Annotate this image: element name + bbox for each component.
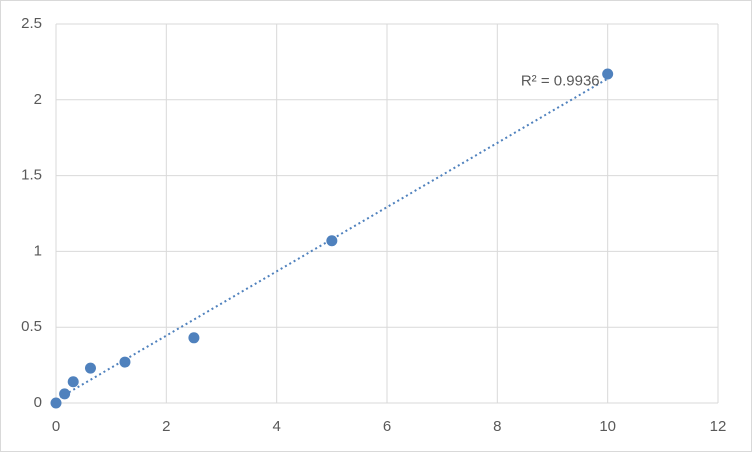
- data-point: [59, 388, 71, 400]
- trendline: [55, 77, 609, 401]
- x-tick-label: 2: [162, 418, 170, 435]
- data-point: [67, 376, 79, 388]
- y-tick-label: 1.5: [21, 167, 42, 184]
- y-tick-label: 2: [34, 91, 42, 108]
- x-tick-label: 10: [599, 418, 616, 435]
- y-tick-label: 2.5: [21, 15, 42, 32]
- data-point: [326, 235, 338, 247]
- y-tick-label: 1: [34, 242, 42, 259]
- x-tick-label: 6: [383, 418, 391, 435]
- y-tick-label: 0: [34, 394, 42, 411]
- data-point: [188, 332, 200, 344]
- y-tick-label: 0.5: [21, 318, 42, 335]
- x-tick-label: 12: [710, 418, 727, 435]
- data-point: [119, 356, 131, 368]
- data-point: [84, 362, 96, 374]
- trendline-label: R² = 0.9936: [521, 73, 600, 90]
- x-tick-label: 4: [272, 418, 280, 435]
- x-tick-label: 8: [493, 418, 501, 435]
- x-tick-label: 0: [52, 418, 60, 435]
- data-point: [602, 68, 614, 80]
- data-point: [50, 397, 62, 409]
